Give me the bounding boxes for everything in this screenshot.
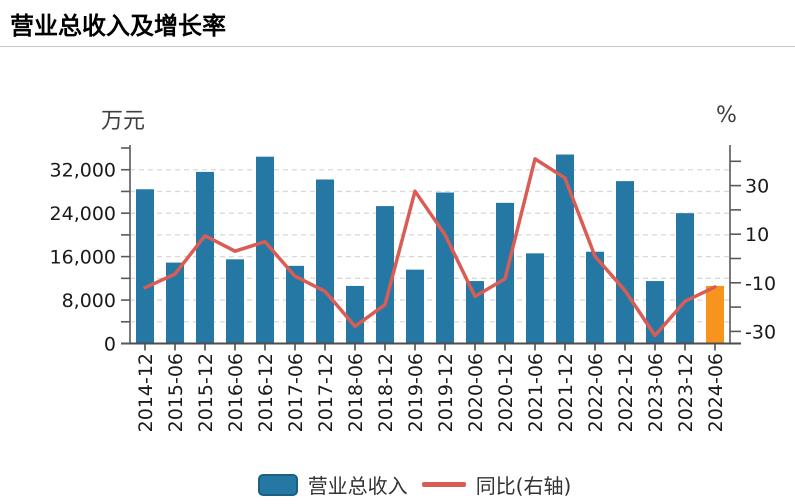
- chart-title: 营业总收入及增长率: [10, 12, 226, 40]
- x-tick-label: 2017-12: [315, 353, 337, 432]
- bar-2017-12[interactable]: [316, 179, 334, 344]
- x-tick-label: 2020-12: [495, 353, 517, 432]
- bar-2023-12[interactable]: [676, 213, 694, 344]
- title-divider: [0, 46, 795, 47]
- left-tick-label: 32,000: [50, 160, 116, 182]
- right-tick-label: -30: [745, 321, 776, 343]
- left-tick-label: 0: [104, 334, 116, 356]
- yoy-line-swatch-icon: [421, 482, 466, 487]
- x-tick-label: 2024-06: [705, 353, 727, 432]
- bar-2020-06[interactable]: [466, 281, 484, 344]
- chart-legend: 营业总收入 同比(右轴): [0, 470, 795, 499]
- right-axis-unit-label: %: [716, 103, 737, 128]
- bar-2014-12[interactable]: [136, 189, 154, 344]
- bar-2021-06[interactable]: [526, 253, 544, 344]
- bar-2022-12[interactable]: [616, 181, 634, 344]
- x-tick-label: 2023-12: [675, 353, 697, 432]
- legend-label-revenue: 营业总收入: [307, 474, 408, 498]
- revenue-bar-swatch-icon: [257, 473, 298, 496]
- right-tick-label: 10: [745, 224, 769, 246]
- x-tick-label: 2018-06: [345, 353, 367, 432]
- bar-2015-06[interactable]: [166, 262, 184, 344]
- x-tick-label: 2016-12: [255, 353, 277, 432]
- x-tick-label: 2015-06: [165, 353, 187, 432]
- legend-item-yoy[interactable]: 同比(右轴): [421, 470, 572, 499]
- x-tick-label: 2019-12: [435, 353, 457, 432]
- left-tick-label: 8,000: [62, 290, 116, 312]
- x-tick-label: 2018-12: [375, 353, 397, 432]
- bar-2016-06[interactable]: [226, 259, 244, 344]
- x-tick-label: 2021-12: [555, 353, 577, 432]
- x-tick-label: 2017-06: [285, 353, 307, 432]
- bar-2024-06[interactable]: [706, 285, 724, 344]
- bar-2017-06[interactable]: [286, 265, 304, 344]
- x-tick-label: 2023-06: [645, 353, 667, 432]
- bar-2021-12[interactable]: [556, 154, 574, 344]
- bar-2018-06[interactable]: [346, 285, 364, 344]
- right-tick-label: 30: [745, 176, 769, 198]
- x-tick-label: 2014-12: [135, 353, 157, 432]
- left-axis-unit-label: 万元: [101, 109, 146, 134]
- bar-2015-12[interactable]: [196, 171, 214, 344]
- x-tick-label: 2020-06: [465, 353, 487, 432]
- revenue-growth-chart[interactable]: 0 8,000 16,000 24,000 32,000 -30 -10 10 30 2014-1…: [0, 0, 795, 468]
- left-tick-label: 24,000: [50, 203, 116, 225]
- x-tick-label: 2022-12: [615, 353, 637, 432]
- bar-2022-06[interactable]: [586, 251, 604, 344]
- x-tick-label: 2016-06: [225, 353, 247, 432]
- yoy-line[interactable]: [143, 157, 717, 338]
- x-tick-label: 2015-12: [195, 353, 217, 432]
- left-tick-label: 16,000: [50, 247, 116, 269]
- x-tick-label: 2019-06: [405, 353, 427, 432]
- bar-2019-06[interactable]: [406, 269, 424, 344]
- bar-2016-12[interactable]: [256, 156, 274, 344]
- bar-2019-12[interactable]: [436, 192, 454, 344]
- right-tick-label: -10: [745, 273, 776, 295]
- legend-item-revenue[interactable]: 营业总收入: [257, 470, 408, 499]
- legend-label-yoy: 同比(右轴): [475, 474, 572, 498]
- x-tick-label: 2021-06: [525, 353, 547, 432]
- x-tick-label: 2022-06: [585, 353, 607, 432]
